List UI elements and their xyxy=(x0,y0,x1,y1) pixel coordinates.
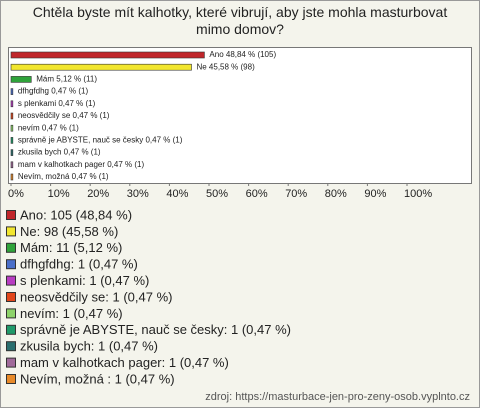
bar xyxy=(10,51,205,59)
legend-label: Ano: 105 (48,84 %) xyxy=(20,207,132,222)
source: zdroj: https://masturbace-jen-pro-zeny-o… xyxy=(205,391,470,403)
data-label: neosvědčily se 0,47 % (1) xyxy=(18,111,110,120)
bar xyxy=(10,112,14,120)
title-box: Chtěla byste mít kalhotky, které vibrují… xyxy=(32,4,448,37)
legend-label: mam v kalhotkach pager: 1 (0,47 %) xyxy=(20,355,229,370)
legend-label: Mám: 11 (5,12 %) xyxy=(20,240,122,255)
legend-label: neosvědčily se: 1 (0,47 %) xyxy=(20,289,172,304)
legend-swatch xyxy=(6,226,16,237)
legend-swatch xyxy=(6,341,16,352)
data-label: Nevím, možná 0,47 % (1) xyxy=(18,172,109,181)
x-tick-label: 40% xyxy=(166,188,188,200)
chart-title: Chtěla byste mít kalhotky, které vibrují… xyxy=(32,4,448,37)
legend-swatch xyxy=(6,259,16,270)
legend-swatch xyxy=(6,292,16,302)
data-label: mam v kalhotkach pager 0,47 % (1) xyxy=(18,160,145,169)
bar xyxy=(10,173,14,181)
bar xyxy=(10,124,14,132)
legend-label: s plenkami: 1 (0,47 %) xyxy=(20,273,149,288)
bar xyxy=(10,100,14,108)
legend-label: Ne: 98 (45,58 %) xyxy=(20,224,118,239)
data-label: Mám 5,12 % (11) xyxy=(36,75,97,84)
bar xyxy=(10,149,14,156)
legend-swatch xyxy=(6,357,16,368)
data-label: nevím 0,47 % (1) xyxy=(18,123,79,132)
x-tick-label: 100% xyxy=(404,188,432,200)
data-label: správně je ABYSTE, nauč se česky 0,47 % … xyxy=(18,136,183,145)
data-label: Ano 48,84 % (105) xyxy=(209,50,276,59)
x-tick-label: 80% xyxy=(325,188,347,200)
data-label: dfhgfdhg 0,47 % (1) xyxy=(18,87,89,96)
legend-label: nevím: 1 (0,47 %) xyxy=(20,306,123,321)
bar xyxy=(10,88,14,95)
data-label: s plenkami 0,47 % (1) xyxy=(18,99,96,108)
x-tick-label: 20% xyxy=(87,188,109,200)
legend-swatch xyxy=(6,324,16,335)
x-tick-label: 70% xyxy=(285,188,307,200)
x-tick-label: 10% xyxy=(48,188,70,200)
data-label: zkusila bych 0,47 % (1) xyxy=(18,148,101,157)
legend-swatch xyxy=(6,374,16,384)
legend-label: Nevím, možná : 1 (0,47 %) xyxy=(20,371,175,386)
bar xyxy=(10,76,32,83)
x-tick-label: 30% xyxy=(127,188,149,200)
x-tick-label: 60% xyxy=(246,188,268,200)
legend-swatch xyxy=(6,275,16,286)
legend-swatch xyxy=(6,210,16,220)
data-label: Ne 45,58 % (98) xyxy=(196,62,255,71)
x-tick-label: 0% xyxy=(8,188,24,200)
legend-swatch xyxy=(6,308,16,319)
bar xyxy=(10,63,192,71)
legend-label: správně je ABYSTE, nauč se česky: 1 (0,4… xyxy=(20,322,291,337)
x-tick-label: 90% xyxy=(364,188,386,200)
bar xyxy=(10,137,14,144)
legend-swatch xyxy=(6,242,16,253)
x-tick-label: 50% xyxy=(206,188,228,200)
legend-label: zkusila bych: 1 (0,47 %) xyxy=(20,339,158,354)
bar xyxy=(10,161,14,169)
legend-label: dfhgfdhg: 1 (0,47 %) xyxy=(20,257,138,272)
